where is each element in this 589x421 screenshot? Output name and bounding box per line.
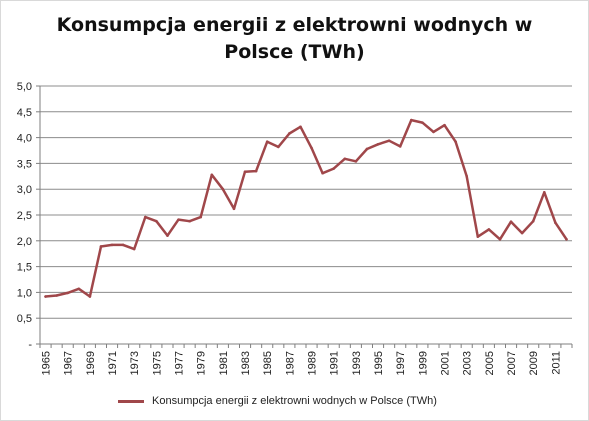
x-tick-label: 1985: [262, 351, 274, 375]
data-point: [542, 190, 546, 194]
x-tick-label: 1999: [417, 351, 429, 375]
data-point: [465, 175, 469, 178]
x-tick-label: 2009: [528, 351, 540, 375]
data-point: [243, 170, 247, 173]
data-point: [476, 235, 480, 238]
data-point: [299, 125, 302, 129]
legend-swatch: [118, 399, 144, 403]
data-point: [387, 139, 391, 142]
y-tick-label: 1,0: [17, 287, 32, 299]
x-tick-label: 1977: [174, 351, 186, 375]
data-point: [565, 237, 568, 241]
chart-title: Konsumpcja energii z elektrowni wodnych …: [0, 12, 589, 66]
y-tick-label: 5,0: [17, 81, 32, 93]
data-point: [498, 237, 502, 241]
x-tick-label: 1993: [351, 351, 363, 375]
data-point: [276, 145, 280, 149]
data-point: [321, 171, 324, 175]
data-point: [210, 173, 214, 177]
chart-title-line-2: Polsce (TWh): [224, 41, 365, 63]
data-point: [99, 245, 103, 248]
x-tick-label: 2001: [440, 351, 452, 375]
data-point: [288, 132, 291, 135]
x-tick-label: 1981: [218, 351, 230, 375]
data-point: [143, 215, 147, 219]
data-point: [132, 247, 136, 251]
data-point: [409, 118, 413, 122]
y-tick-label: 2,5: [17, 210, 32, 222]
data-point: [365, 147, 369, 151]
x-tick-label: 1997: [395, 351, 407, 375]
data-point: [44, 295, 47, 298]
data-point: [443, 123, 446, 127]
data-point: [166, 234, 169, 237]
data-point: [177, 218, 180, 221]
y-tick-label: 3,0: [17, 184, 32, 196]
x-tick-label: 1971: [107, 351, 119, 375]
data-point: [454, 140, 457, 144]
x-tick-label: 2003: [462, 351, 474, 375]
data-point: [520, 231, 524, 235]
data-point: [421, 121, 424, 124]
data-point: [531, 219, 535, 223]
data-point: [310, 146, 313, 150]
data-point: [265, 140, 269, 144]
x-tick-label: 1979: [196, 351, 208, 375]
y-tick-label: 3,5: [17, 158, 32, 170]
data-point: [110, 243, 114, 247]
y-tick-label: 1,5: [17, 262, 32, 274]
y-tick-label: -: [28, 339, 32, 351]
data-point: [554, 221, 557, 225]
x-tick-label: 1989: [307, 351, 319, 375]
data-point: [487, 228, 491, 231]
data-point: [432, 130, 435, 134]
x-tick-label: 1969: [85, 351, 97, 375]
data-point: [332, 167, 336, 170]
x-tick-label: 1991: [329, 351, 341, 375]
data-point: [398, 145, 402, 148]
data-point: [199, 215, 203, 219]
legend-label: Konsumpcja energii z elektrowni wodnych …: [152, 395, 437, 407]
y-tick-label: 0,5: [17, 313, 32, 325]
data-point: [121, 243, 125, 247]
data-point: [188, 219, 191, 223]
x-tick-label: 1983: [240, 351, 252, 375]
data-point: [254, 169, 258, 173]
y-tick-label: 4,5: [17, 107, 32, 119]
x-tick-label: 1967: [63, 351, 75, 375]
x-tick-label: 1987: [284, 351, 296, 375]
data-point: [343, 157, 347, 161]
x-tick-label: 1973: [129, 351, 141, 375]
data-point: [354, 160, 358, 163]
data-point: [376, 143, 380, 146]
data-point: [155, 219, 158, 223]
y-tick-label: 2,0: [17, 236, 32, 248]
x-tick-label: 1965: [41, 351, 53, 375]
data-point: [232, 207, 236, 211]
data-point: [221, 187, 225, 191]
data-point: [77, 287, 81, 291]
data-point: [509, 220, 513, 224]
x-tick-label: 2007: [506, 351, 518, 375]
y-tick-label: 4,0: [17, 133, 32, 145]
series-line: [44, 118, 568, 298]
x-tick-label: 2011: [550, 351, 562, 375]
legend: Konsumpcja energii z elektrowni wodnych …: [118, 392, 437, 410]
data-point: [66, 291, 70, 295]
x-tick-label: 1975: [151, 351, 163, 375]
x-tick-label: 2005: [484, 351, 496, 375]
data-point: [55, 294, 58, 297]
x-tick-label: 1995: [373, 351, 385, 375]
chart-title-line-1: Konsumpcja energii z elektrowni wodnych …: [56, 14, 533, 36]
data-point: [88, 295, 92, 298]
